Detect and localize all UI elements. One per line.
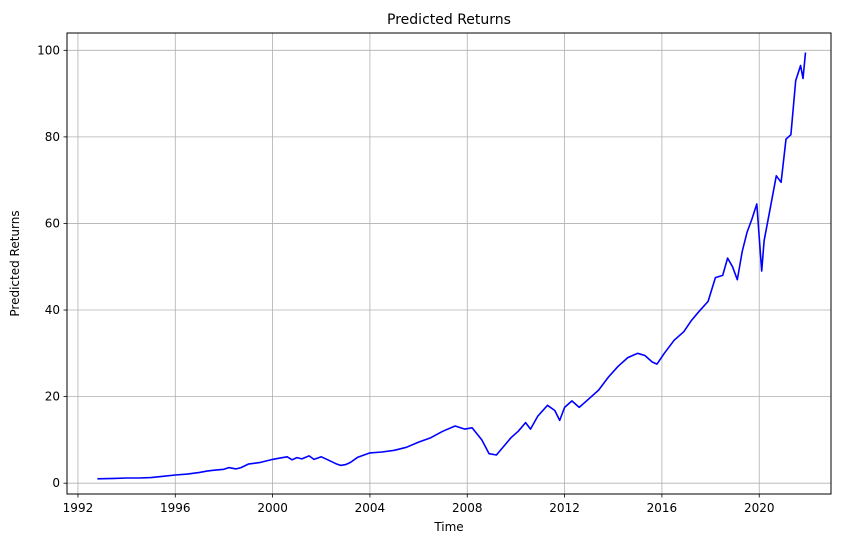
- x-tick-label: 2016: [647, 501, 678, 515]
- y-tick-label: 0: [52, 476, 60, 490]
- y-tick-label: 80: [45, 130, 60, 144]
- x-axis-label: Time: [433, 520, 463, 534]
- axis-ticks: 1992 1996 2000 2004 2008 2012 2016 2020 0 20 40 60 8…: [37, 43, 774, 515]
- x-tick-label: 1992: [63, 501, 94, 515]
- x-tick-label: 2020: [744, 501, 775, 515]
- plot-frame: [66, 32, 832, 495]
- series-line: [97, 52, 807, 480]
- grid-lines: [67, 33, 831, 494]
- x-tick-label: 2008: [452, 501, 483, 515]
- y-tick-label: 20: [45, 390, 60, 404]
- y-tick-label: 40: [45, 303, 60, 317]
- x-tick-label: 1996: [160, 501, 191, 515]
- series-layer: [97, 52, 807, 480]
- y-axis-label: Predicted Returns: [8, 210, 22, 316]
- y-tick-label: 100: [37, 43, 60, 57]
- x-tick-label: 2004: [355, 501, 386, 515]
- chart-title: Predicted Returns: [387, 12, 511, 28]
- x-tick-label: 2012: [549, 501, 580, 515]
- x-tick-label: 2000: [257, 501, 288, 515]
- y-tick-label: 60: [45, 216, 60, 230]
